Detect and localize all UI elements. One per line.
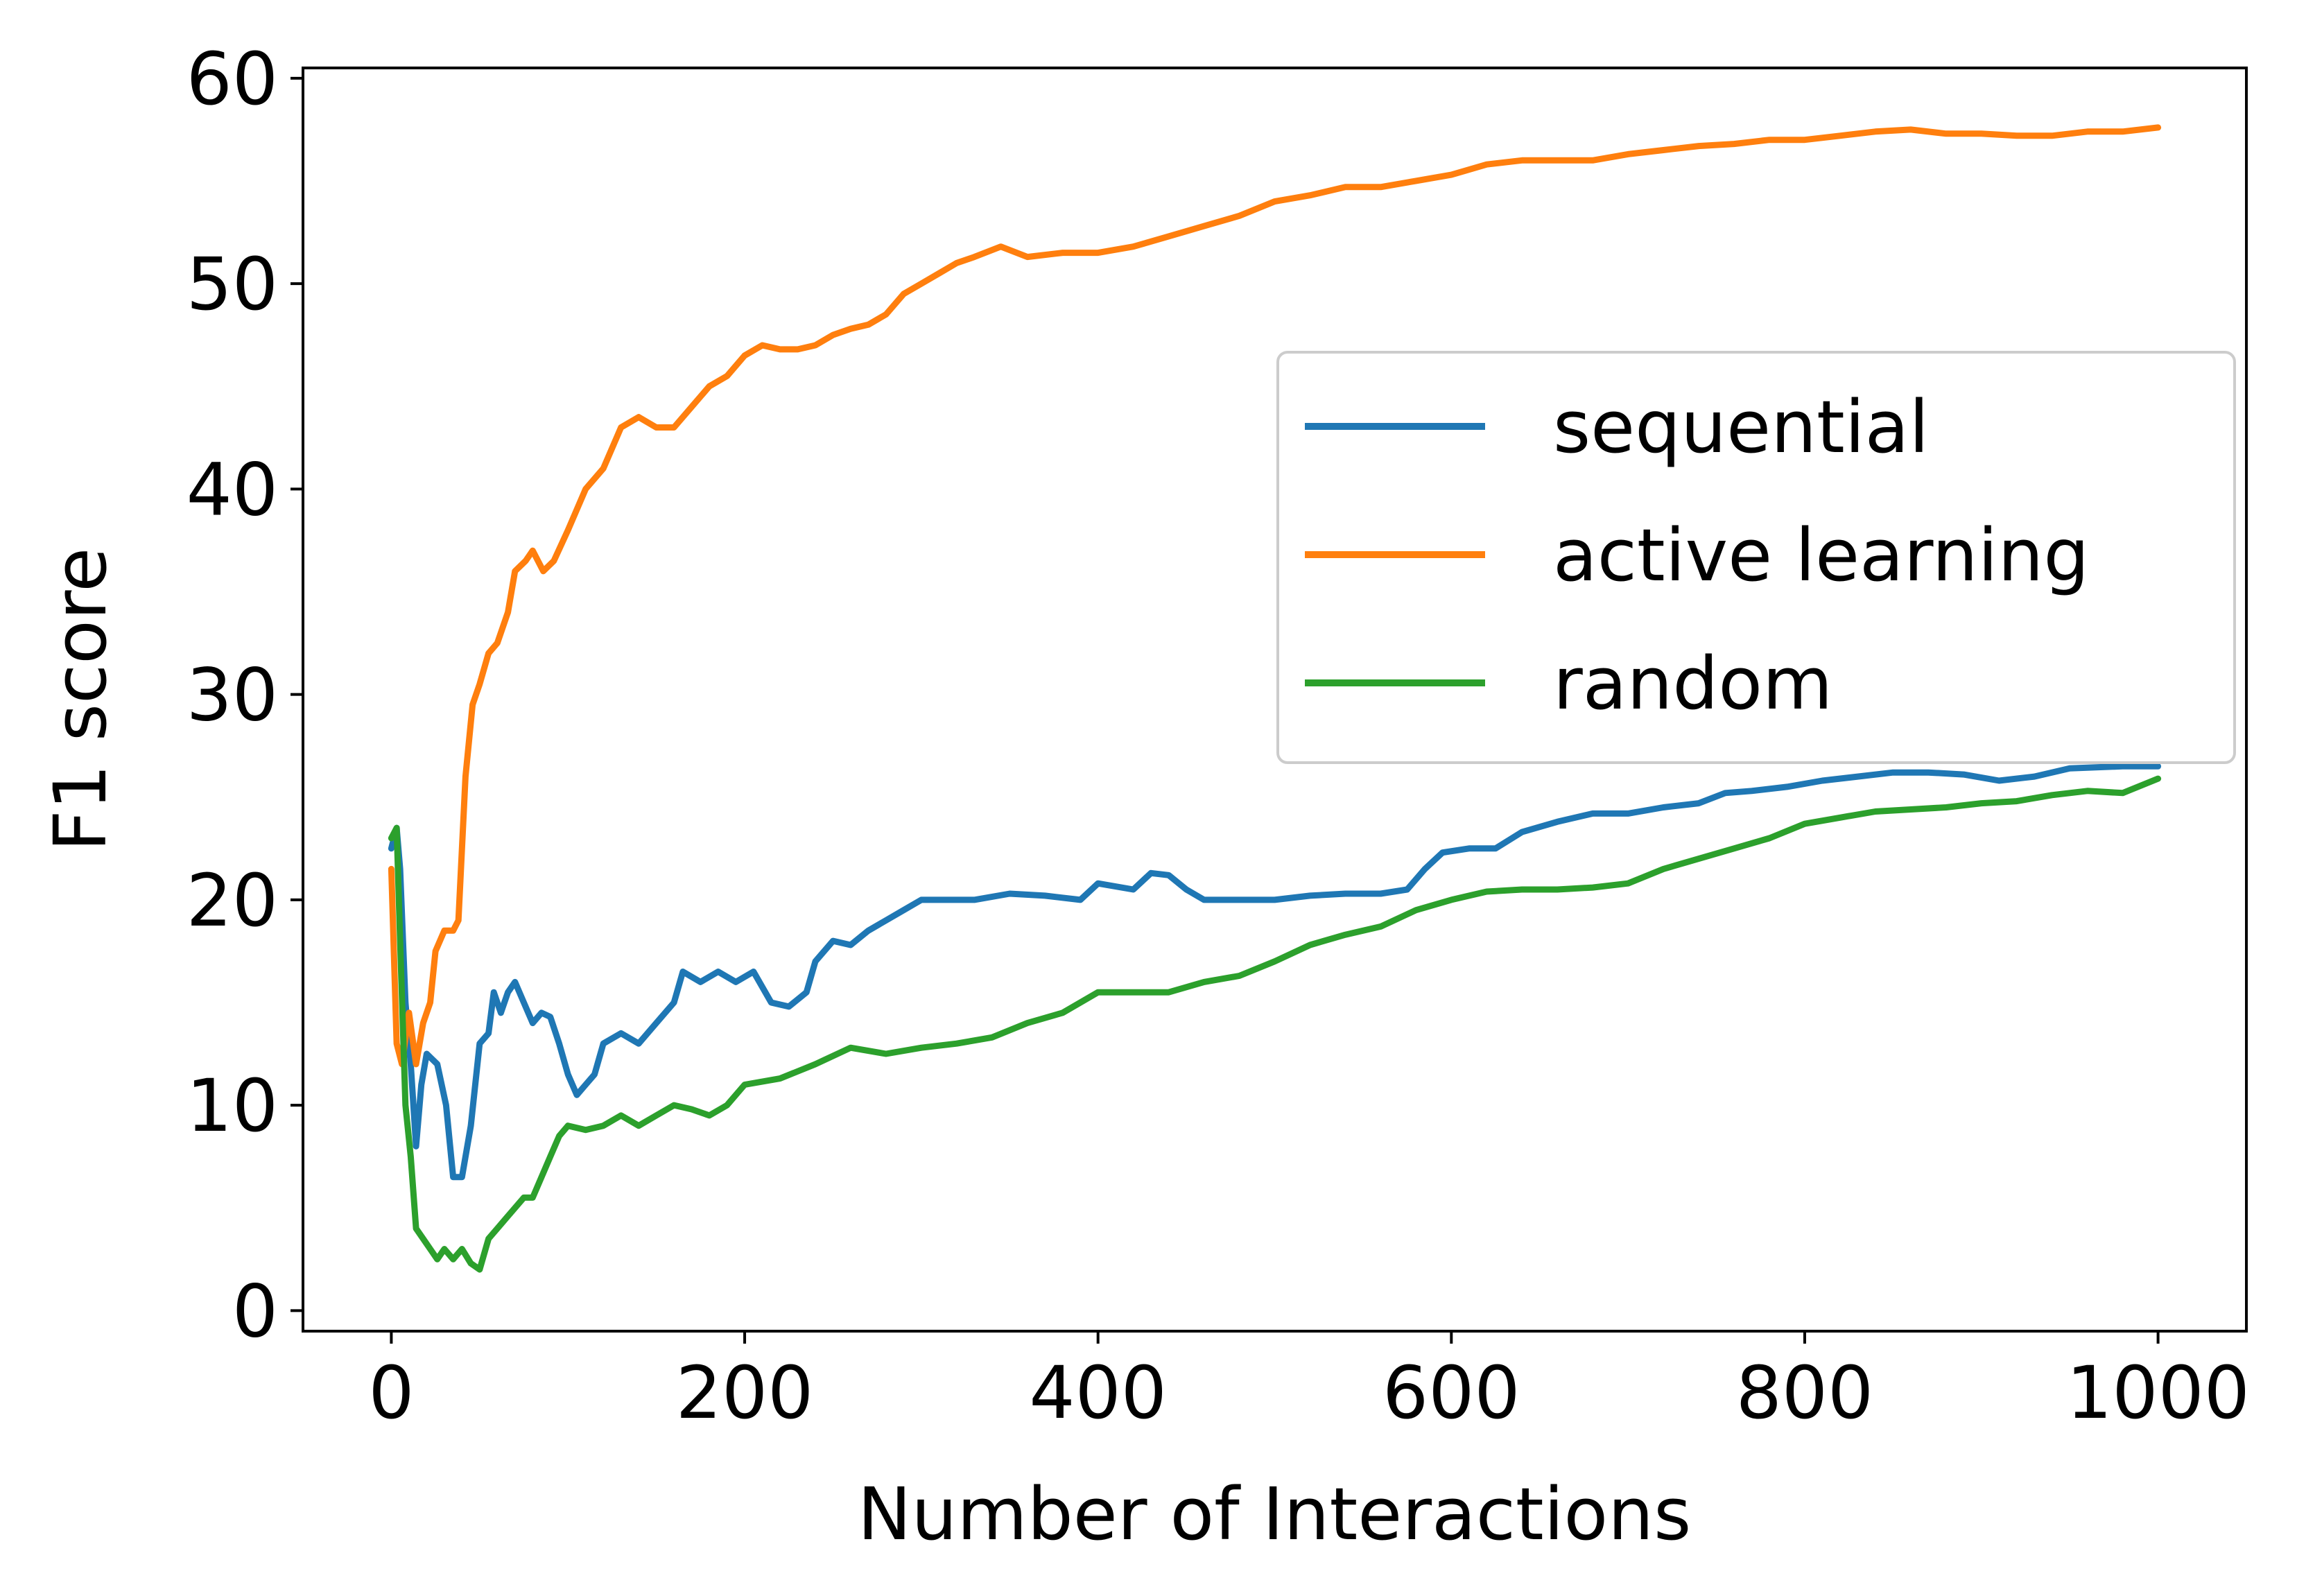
legend-label-active-learning: active learning	[1553, 513, 2089, 598]
plot-lines	[388, 124, 2162, 1273]
y-tick-label: 20	[187, 858, 278, 943]
y-axis-label: F1 score	[38, 548, 123, 852]
legend-box	[1276, 351, 2236, 764]
y-axis: 0 10 20 30 40 50 60	[187, 37, 303, 1353]
legend: sequential active learning random	[1276, 351, 2236, 764]
y-tick-label: 40	[187, 447, 278, 532]
y-tick-label: 30	[187, 653, 278, 738]
legend-label-random: random	[1553, 641, 1832, 726]
x-axis-label: Number of Interactions	[858, 1472, 1692, 1556]
x-tick-label: 600	[1382, 1351, 1520, 1435]
series-line-random	[388, 775, 2162, 1273]
y-tick-label: 10	[187, 1064, 278, 1148]
x-tick-label: 400	[1029, 1351, 1167, 1435]
y-tick-label: 50	[187, 242, 278, 327]
x-tick-label: 1000	[2066, 1351, 2250, 1435]
y-tick-label: 0	[232, 1269, 278, 1353]
x-axis: 0 200 400 600 800 1000	[368, 1331, 2250, 1435]
series-line-sequential	[388, 763, 2162, 1181]
x-tick-label: 800	[1736, 1351, 1874, 1435]
x-tick-label: 0	[368, 1351, 414, 1435]
series-line-active-learning	[388, 124, 2162, 1068]
y-tick-label: 60	[187, 37, 278, 121]
x-tick-label: 200	[676, 1351, 814, 1435]
legend-label-sequential: sequential	[1553, 385, 1929, 469]
plot-frame	[302, 67, 2248, 1333]
